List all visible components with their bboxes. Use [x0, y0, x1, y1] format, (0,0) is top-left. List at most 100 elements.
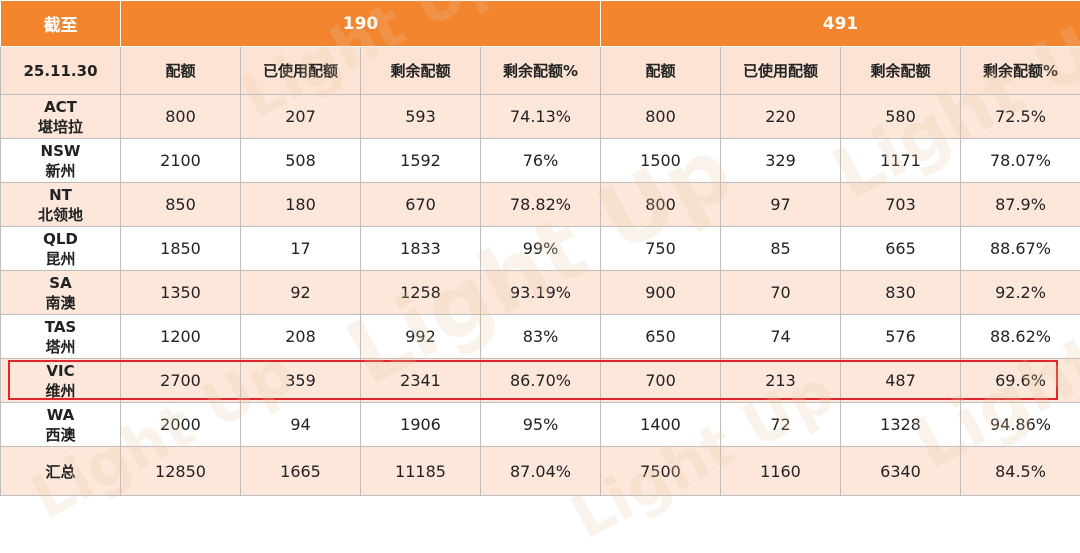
table-row: NSW 新州 2100 508 1592 76% 1500 329 1171 7… — [1, 139, 1080, 183]
table-cell: 800 — [121, 95, 241, 139]
table-cell: 207 — [241, 95, 361, 139]
table-cell: 99% — [481, 227, 601, 271]
state-code: QLD — [1, 229, 120, 249]
table-cell: 593 — [361, 95, 481, 139]
column-header: 剩余配额 — [361, 47, 481, 95]
table-cell: 70 — [721, 271, 841, 315]
table-cell: 1350 — [121, 271, 241, 315]
table-cell: 800 — [601, 95, 721, 139]
state-label: WA 西澳 — [1, 403, 121, 447]
quota-table: 截至 190 491 25.11.30 配额 已使用配额 剩余配额 剩余配额% … — [0, 0, 1080, 496]
state-label: QLD 昆州 — [1, 227, 121, 271]
table-cell: 2700 — [121, 359, 241, 403]
table-cell: 88.67% — [961, 227, 1080, 271]
table-cell: 1400 — [601, 403, 721, 447]
table-cell: 74 — [721, 315, 841, 359]
table-row: NT 北领地 850 180 670 78.82% 800 97 703 87.… — [1, 183, 1080, 227]
table-cell: 900 — [601, 271, 721, 315]
table-cell: 72 — [721, 403, 841, 447]
table-cell: 1833 — [361, 227, 481, 271]
column-header: 剩余配额% — [961, 47, 1080, 95]
table-cell: 2100 — [121, 139, 241, 183]
table-cell: 78.82% — [481, 183, 601, 227]
table-row: SA 南澳 1350 92 1258 93.19% 900 70 830 92.… — [1, 271, 1080, 315]
table-cell: 17 — [241, 227, 361, 271]
table-cell: 220 — [721, 95, 841, 139]
state-name: 南澳 — [1, 293, 120, 313]
column-header: 剩余配额 — [841, 47, 961, 95]
state-code: VIC — [1, 361, 120, 381]
table-cell: 665 — [841, 227, 961, 271]
table-cell: 508 — [241, 139, 361, 183]
column-header: 配额 — [601, 47, 721, 95]
table-cell: 86.70% — [481, 359, 601, 403]
header-visa-491: 491 — [601, 1, 1080, 47]
table-cell: 1850 — [121, 227, 241, 271]
table-row: QLD 昆州 1850 17 1833 99% 750 85 665 88.67… — [1, 227, 1080, 271]
table-cell: 92 — [241, 271, 361, 315]
table-cell: 208 — [241, 315, 361, 359]
table-cell: 830 — [841, 271, 961, 315]
total-cell: 6340 — [841, 447, 961, 496]
total-row: 汇总 12850 1665 11185 87.04% 7500 1160 634… — [1, 447, 1080, 496]
state-code: NT — [1, 185, 120, 205]
total-cell: 87.04% — [481, 447, 601, 496]
state-name: 昆州 — [1, 249, 120, 269]
total-cell: 84.5% — [961, 447, 1080, 496]
table-cell: 213 — [721, 359, 841, 403]
table-cell: 72.5% — [961, 95, 1080, 139]
table-cell: 69.6% — [961, 359, 1080, 403]
state-label: TAS 塔州 — [1, 315, 121, 359]
table-cell: 1258 — [361, 271, 481, 315]
state-code: TAS — [1, 317, 120, 337]
column-header: 已使用配额 — [241, 47, 361, 95]
state-name: 北领地 — [1, 205, 120, 225]
table-cell: 670 — [361, 183, 481, 227]
table-cell: 329 — [721, 139, 841, 183]
state-name: 塔州 — [1, 337, 120, 357]
subheader-row: 25.11.30 配额 已使用配额 剩余配额 剩余配额% 配额 已使用配额 剩余… — [1, 47, 1080, 95]
table-cell: 74.13% — [481, 95, 601, 139]
table-cell: 576 — [841, 315, 961, 359]
state-label: NT 北领地 — [1, 183, 121, 227]
total-cell: 1665 — [241, 447, 361, 496]
column-header: 剩余配额% — [481, 47, 601, 95]
state-name: 堪培拉 — [1, 117, 120, 137]
table-cell: 1328 — [841, 403, 961, 447]
table-cell: 87.9% — [961, 183, 1080, 227]
table-cell: 94 — [241, 403, 361, 447]
table-cell: 1171 — [841, 139, 961, 183]
header-row: 截至 190 491 — [1, 1, 1080, 47]
state-name: 维州 — [1, 381, 120, 401]
table-cell: 359 — [241, 359, 361, 403]
column-header: 已使用配额 — [721, 47, 841, 95]
table-cell: 94.86% — [961, 403, 1080, 447]
table-cell: 2341 — [361, 359, 481, 403]
table-cell: 76% — [481, 139, 601, 183]
state-label: ACT 堪培拉 — [1, 95, 121, 139]
table-cell: 703 — [841, 183, 961, 227]
table-cell: 85 — [721, 227, 841, 271]
table-row-highlighted: VIC 维州 2700 359 2341 86.70% 700 213 487 … — [1, 359, 1080, 403]
table-cell: 800 — [601, 183, 721, 227]
table-cell: 750 — [601, 227, 721, 271]
date-cell: 25.11.30 — [1, 47, 121, 95]
table-row: ACT 堪培拉 800 207 593 74.13% 800 220 580 7… — [1, 95, 1080, 139]
total-label: 汇总 — [1, 447, 121, 496]
table-cell: 88.62% — [961, 315, 1080, 359]
state-code: NSW — [1, 141, 120, 161]
table-cell: 93.19% — [481, 271, 601, 315]
total-cell: 1160 — [721, 447, 841, 496]
table-cell: 1906 — [361, 403, 481, 447]
state-label: VIC 维州 — [1, 359, 121, 403]
state-label: SA 南澳 — [1, 271, 121, 315]
state-label: NSW 新州 — [1, 139, 121, 183]
table-cell: 78.07% — [961, 139, 1080, 183]
table-cell: 1200 — [121, 315, 241, 359]
state-code: WA — [1, 405, 120, 425]
state-code: ACT — [1, 97, 120, 117]
table-cell: 700 — [601, 359, 721, 403]
header-corner: 截至 — [1, 1, 121, 47]
table-cell: 487 — [841, 359, 961, 403]
table-cell: 850 — [121, 183, 241, 227]
